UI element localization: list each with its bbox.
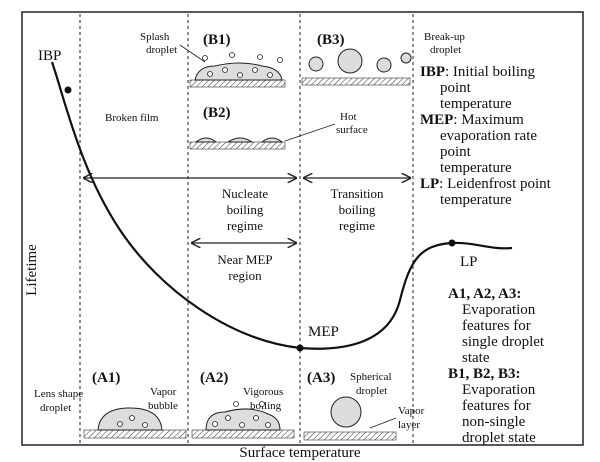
b2-note: Broken film [105, 112, 159, 124]
b1-pointer [179, 44, 206, 63]
text-line: region [228, 268, 262, 283]
transition-text: Transition boiling regime [331, 186, 384, 233]
a2-label: (A2) [200, 370, 228, 386]
text-line: temperature [440, 192, 512, 208]
text-line: droplet [430, 44, 461, 56]
near-mep-text: Near MEP region [217, 252, 272, 283]
text-line: Vapor [398, 405, 425, 417]
text-line: boiling [227, 202, 264, 217]
hot-pointer [284, 123, 336, 142]
text-line: A1, A2, A3 [448, 286, 516, 302]
mep-point [296, 344, 304, 352]
text-line: Hot [340, 111, 357, 123]
x-axis-label: Surface temperature [239, 445, 361, 461]
text-line: LP [420, 176, 439, 192]
ibp-point [64, 86, 72, 94]
frame [21, 11, 584, 446]
a1-surface [83, 429, 187, 439]
features-single: A1, A2, A3: Evaporation features for sing… [448, 286, 545, 366]
text-line: Evaporation [462, 302, 536, 318]
legend-mep: MEP: Maximum evaporation rate point temper… [420, 112, 537, 176]
text-line: non-single [462, 414, 526, 430]
a2-bubbles [212, 401, 271, 428]
lp-label: LP [460, 254, 478, 270]
text-line: surface [336, 124, 368, 136]
text-line: point [440, 80, 472, 96]
legend-ibp: IBP: Initial boiling point temperature [420, 64, 539, 112]
text-line: : Initial boiling [445, 64, 535, 80]
a1-bubble: Vapor bubble [148, 386, 178, 412]
text-line: MEP [420, 112, 453, 128]
lp-point [448, 239, 456, 247]
a1-note: Lens shape droplet [34, 388, 83, 414]
a1-bubbles [117, 415, 148, 428]
text-line: : Leidenfrost point [439, 176, 551, 192]
a2-surface [191, 429, 295, 439]
b2-surface [189, 141, 286, 150]
text-line: layer [398, 419, 420, 431]
a1-label: (A1) [92, 370, 120, 386]
b2-film [194, 137, 284, 143]
mep-label: MEP [308, 324, 339, 340]
legend-lp: LP: Leidenfrost point temperature [420, 176, 555, 208]
features-non-single: B1, B2, B3: Evaporation features for non-… [448, 366, 536, 446]
text-line: boiling [250, 400, 282, 412]
a3-label: (A3) [307, 370, 335, 386]
text-line: : Maximum [453, 112, 524, 128]
text-line: Vapor [150, 386, 177, 398]
text-line: state [462, 350, 490, 366]
a3-surface [303, 431, 397, 441]
y-axis-label: Lifetime [24, 244, 40, 296]
text-line: droplet [356, 385, 387, 397]
b3-label: (B3) [317, 32, 345, 48]
b1-note: Splash droplet [140, 31, 177, 56]
b3-surface [301, 77, 411, 86]
b2-label: (B2) [203, 105, 231, 121]
text-line: single droplet [462, 334, 545, 350]
b3-droplets [308, 48, 412, 74]
text-line: B1, B2, B3 [448, 366, 516, 382]
b1-bubbles [202, 52, 283, 78]
text-line: features for [462, 318, 531, 334]
text-line: Lens shape [34, 388, 83, 400]
text-line: Evaporation [462, 382, 536, 398]
ibp-label: IBP [38, 48, 61, 64]
text-line: Spherical [350, 371, 392, 383]
nucleate-text: Nucleate boiling regime [222, 186, 268, 233]
text-line: droplet state [462, 430, 536, 446]
text-line: regime [227, 218, 263, 233]
a3-layer: Vapor layer [398, 405, 425, 431]
text-line: Near MEP [217, 252, 272, 267]
text-line: regime [339, 218, 375, 233]
text-line: Break-up [424, 31, 465, 43]
text-line: : [516, 286, 521, 302]
a2-droplet [205, 408, 281, 431]
text-line: boiling [339, 202, 376, 217]
b3-note: Break-up droplet [424, 31, 465, 56]
text-line: Splash [140, 31, 170, 43]
text-line: IBP [420, 64, 445, 80]
text-line: : [516, 366, 521, 382]
a3-droplet [330, 396, 362, 428]
text-line: bubble [148, 400, 178, 412]
b1-label: (B1) [203, 32, 231, 48]
a3-pointer [369, 417, 397, 429]
text-line: features for [462, 398, 531, 414]
a3-note: Spherical droplet [350, 371, 392, 397]
b1-surface [189, 79, 286, 88]
hot-surface: Hot surface [336, 111, 368, 136]
text-line: temperature [440, 96, 512, 112]
text-line: Transition [331, 186, 384, 201]
text-line: evaporation rate [440, 128, 537, 144]
text-line: Nucleate [222, 186, 268, 201]
a2-note: Vigorous boiling [243, 386, 283, 412]
b1-droplet [194, 62, 283, 81]
text-line: temperature [440, 160, 512, 176]
text-line: droplet [146, 44, 177, 56]
text-line: Vigorous [243, 386, 283, 398]
text-line: point [440, 144, 472, 160]
text-line: droplet [40, 402, 71, 414]
